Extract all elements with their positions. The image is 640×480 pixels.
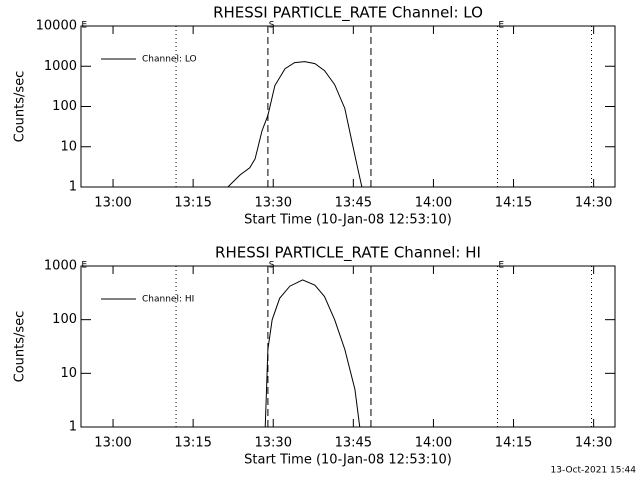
y-axis-label: Counts/sec <box>13 71 28 143</box>
x-axis-label: Start Time (10-Jan-08 12:53:10) <box>244 213 452 228</box>
marker-letter: E <box>81 21 87 31</box>
y-tick-label: 100 <box>52 312 77 327</box>
x-tick-label: 13:15 <box>174 436 211 451</box>
y-tick-label: 1000 <box>44 59 77 74</box>
x-tick-label: 14:30 <box>575 196 612 211</box>
chart-title: RHESSI PARTICLE_RATE Channel: LO <box>213 4 483 23</box>
x-tick-label: 13:30 <box>255 436 292 451</box>
y-tick-label: 1 <box>69 180 77 195</box>
y-tick-label: 10000 <box>36 19 77 34</box>
x-axis-label: Start Time (10-Jan-08 12:53:10) <box>244 453 452 468</box>
x-tick-label: 13:30 <box>255 196 292 211</box>
y-tick-label: 1 <box>69 420 77 435</box>
y-tick-label: 10 <box>60 139 77 154</box>
x-tick-label: 13:00 <box>94 436 131 451</box>
marker-letter: S <box>269 261 275 271</box>
chart-title: RHESSI PARTICLE_RATE Channel: HI <box>215 244 481 263</box>
marker-letter: E <box>81 261 87 271</box>
x-tick-label: 14:15 <box>495 196 532 211</box>
x-tick-label: 14:30 <box>575 436 612 451</box>
y-tick-label: 10 <box>60 366 77 381</box>
plot-frame <box>80 265 616 428</box>
legend-label: Channel: HI <box>142 295 194 305</box>
data-line <box>264 279 361 428</box>
footer: 13-Oct-2021 15:44 <box>551 466 637 476</box>
legend-label: Channel: LO <box>142 55 197 65</box>
x-tick-label: 14:15 <box>495 436 532 451</box>
x-tick-label: 14:00 <box>415 196 452 211</box>
x-tick-label: 13:15 <box>174 196 211 211</box>
x-tick-label: 13:45 <box>335 436 372 451</box>
x-tick-label: 14:00 <box>415 436 452 451</box>
x-tick-label: 13:45 <box>335 196 372 211</box>
y-tick-label: 100 <box>52 99 77 114</box>
x-tick-label: 13:00 <box>94 196 131 211</box>
data-line <box>227 61 363 188</box>
y-tick-label: 1000 <box>44 259 77 274</box>
marker-letter: E <box>498 21 504 31</box>
marker-letter: S <box>269 21 275 31</box>
marker-letter: E <box>498 261 504 271</box>
y-axis-label: Counts/sec <box>13 311 28 383</box>
